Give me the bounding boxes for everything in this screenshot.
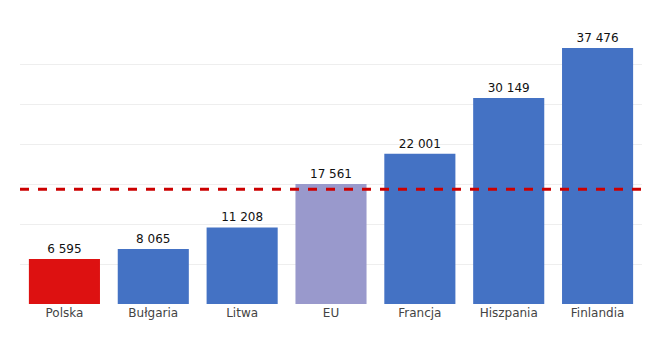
svg-text:Hiszpania: Hiszpania: [480, 306, 538, 320]
svg-text:Francja: Francja: [398, 306, 441, 320]
svg-text:EU: EU: [323, 306, 339, 320]
svg-text:17 561: 17 561: [310, 167, 352, 181]
svg-text:22 001: 22 001: [399, 137, 441, 151]
svg-text:11 208: 11 208: [221, 210, 263, 224]
svg-text:8 065: 8 065: [136, 232, 170, 246]
svg-text:37 476: 37 476: [577, 31, 619, 45]
svg-text:30 149: 30 149: [488, 81, 530, 95]
svg-text:Litwa: Litwa: [226, 306, 258, 320]
svg-text:Finlandia: Finlandia: [571, 306, 625, 320]
svg-text:Polska: Polska: [46, 306, 84, 320]
svg-text:Bułgaria: Bułgaria: [128, 306, 178, 320]
svg-text:6 595: 6 595: [47, 242, 81, 256]
